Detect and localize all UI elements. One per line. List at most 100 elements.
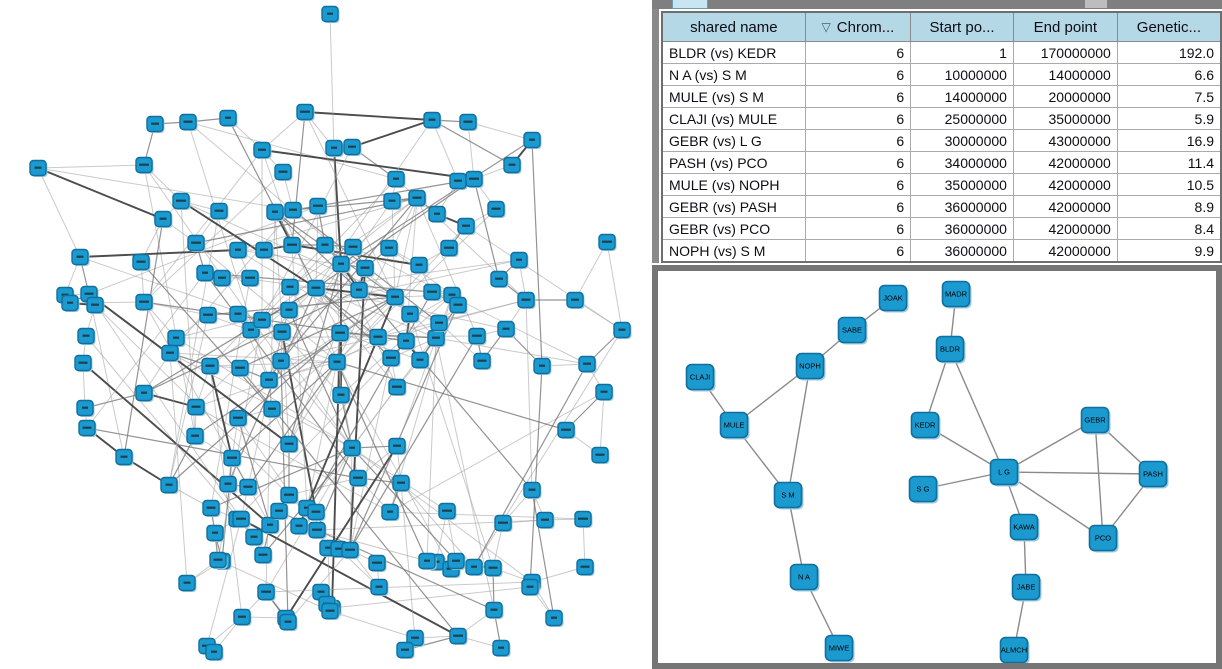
subnetwork-edge[interactable] <box>1003 471 1104 539</box>
network-edge[interactable] <box>349 357 392 551</box>
table-row[interactable]: GEBR (vs) PASH 6 36000000 42000000 8.9 <box>661 195 1222 218</box>
network-node[interactable] <box>356 259 375 278</box>
cell-value[interactable]: 170000000 <box>1012 41 1118 64</box>
network-node[interactable] <box>279 613 298 632</box>
cell-value[interactable]: 14000000 <box>1012 63 1118 86</box>
network-node[interactable] <box>160 476 179 495</box>
network-node[interactable] <box>261 516 280 535</box>
network-node[interactable] <box>229 241 248 260</box>
network-node[interactable] <box>284 201 303 220</box>
network-node[interactable] <box>613 321 632 340</box>
network-node[interactable] <box>223 449 242 468</box>
main-network-canvas[interactable] <box>0 0 652 669</box>
network-edge[interactable] <box>339 332 437 339</box>
network-node[interactable] <box>430 314 449 333</box>
column-header-genetic-[interactable]: Genetic... <box>1116 11 1222 42</box>
network-node[interactable] <box>205 643 224 662</box>
network-node[interactable] <box>473 352 492 371</box>
network-edge[interactable] <box>349 335 478 551</box>
network-edge[interactable] <box>336 294 453 363</box>
node-shape[interactable] <box>824 634 854 662</box>
node-shape[interactable] <box>795 352 825 380</box>
network-edge[interactable] <box>400 482 416 639</box>
network-edge[interactable] <box>416 197 478 337</box>
node-shape[interactable] <box>685 363 715 391</box>
network-edge[interactable] <box>431 119 513 166</box>
node-shape[interactable] <box>837 316 867 344</box>
cell-value[interactable]: 6.6 <box>1116 63 1222 86</box>
cell-value[interactable]: 16.9 <box>1116 129 1222 152</box>
network-node[interactable] <box>241 269 260 288</box>
network-node[interactable] <box>231 359 250 378</box>
node-shape[interactable] <box>941 280 971 308</box>
network-node[interactable] <box>29 159 48 178</box>
network-node[interactable] <box>263 400 282 419</box>
subnetwork-node-miwe[interactable]: MIWE <box>824 634 855 663</box>
network-node[interactable] <box>239 478 258 497</box>
cell-value[interactable]: 8.4 <box>1116 217 1222 240</box>
network-node[interactable] <box>187 398 206 417</box>
network-edge[interactable] <box>465 225 623 331</box>
node-shape[interactable] <box>719 411 749 439</box>
column-header-shared-name[interactable]: shared name <box>661 11 806 42</box>
network-node[interactable] <box>280 301 299 320</box>
network-node[interactable] <box>229 305 248 324</box>
network-edge[interactable] <box>237 417 271 526</box>
network-node[interactable] <box>274 163 293 182</box>
network-edge[interactable] <box>525 299 533 491</box>
network-node[interactable] <box>135 156 154 175</box>
network-node[interactable] <box>332 255 351 274</box>
cell-value[interactable]: 7.5 <box>1116 85 1222 108</box>
network-node[interactable] <box>233 608 252 627</box>
network-edge[interactable] <box>280 299 527 362</box>
network-node[interactable] <box>201 357 220 376</box>
cell-value[interactable]: 6 <box>804 151 912 174</box>
cell-shared-name[interactable]: GEBR (vs) L G <box>661 129 806 152</box>
node-shape[interactable] <box>1080 406 1110 434</box>
network-node[interactable] <box>449 627 468 646</box>
network-edge[interactable] <box>143 149 263 303</box>
table-row[interactable]: N A (vs) S M 6 10000000 14000000 6.6 <box>661 63 1222 86</box>
network-node[interactable] <box>595 383 614 402</box>
table-row[interactable]: GEBR (vs) L G 6 30000000 43000000 16.9 <box>661 129 1222 152</box>
network-edge[interactable] <box>288 309 353 449</box>
network-node[interactable] <box>545 609 564 628</box>
network-node[interactable] <box>557 421 576 440</box>
network-node[interactable] <box>465 558 484 577</box>
network-edge[interactable] <box>315 287 398 388</box>
network-edge[interactable] <box>265 581 533 593</box>
network-edge[interactable] <box>340 139 533 265</box>
network-edge[interactable] <box>329 610 416 639</box>
network-node[interactable] <box>383 192 402 211</box>
network-edge[interactable] <box>315 287 437 339</box>
network-edge[interactable] <box>217 319 263 561</box>
cell-value[interactable]: 36000000 <box>910 195 1014 218</box>
network-edge[interactable] <box>168 210 220 486</box>
filter-funnel-icon[interactable]: ▽ <box>821 19 831 34</box>
network-node[interactable] <box>521 578 540 597</box>
subnetwork-edge[interactable] <box>1003 471 1154 475</box>
network-node[interactable] <box>132 253 151 272</box>
network-node[interactable] <box>260 371 279 390</box>
cell-value[interactable]: 6 <box>804 195 912 218</box>
network-node[interactable] <box>307 503 326 522</box>
cell-value[interactable]: 14000000 <box>910 85 1014 108</box>
subnetwork-node-noph[interactable]: NOPH <box>795 352 826 381</box>
network-node[interactable] <box>410 256 429 275</box>
network-edge[interactable] <box>85 335 255 538</box>
subnetwork-node-s-m[interactable]: S M <box>773 481 804 510</box>
network-node[interactable] <box>449 296 468 315</box>
network-node[interactable] <box>280 486 299 505</box>
node-shape[interactable] <box>910 411 940 439</box>
network-node[interactable] <box>253 311 272 330</box>
network-edge[interactable] <box>261 319 353 449</box>
cell-value[interactable]: 42000000 <box>1012 217 1118 240</box>
network-edge[interactable] <box>227 117 317 289</box>
network-edge[interactable] <box>195 197 418 244</box>
subnetwork-node-n-a[interactable]: N A <box>789 563 820 592</box>
network-edge[interactable] <box>37 164 145 169</box>
network-node[interactable] <box>186 427 205 446</box>
network-edge[interactable] <box>123 218 164 458</box>
cell-value[interactable]: 42000000 <box>1012 173 1118 196</box>
network-node[interactable] <box>411 351 430 370</box>
